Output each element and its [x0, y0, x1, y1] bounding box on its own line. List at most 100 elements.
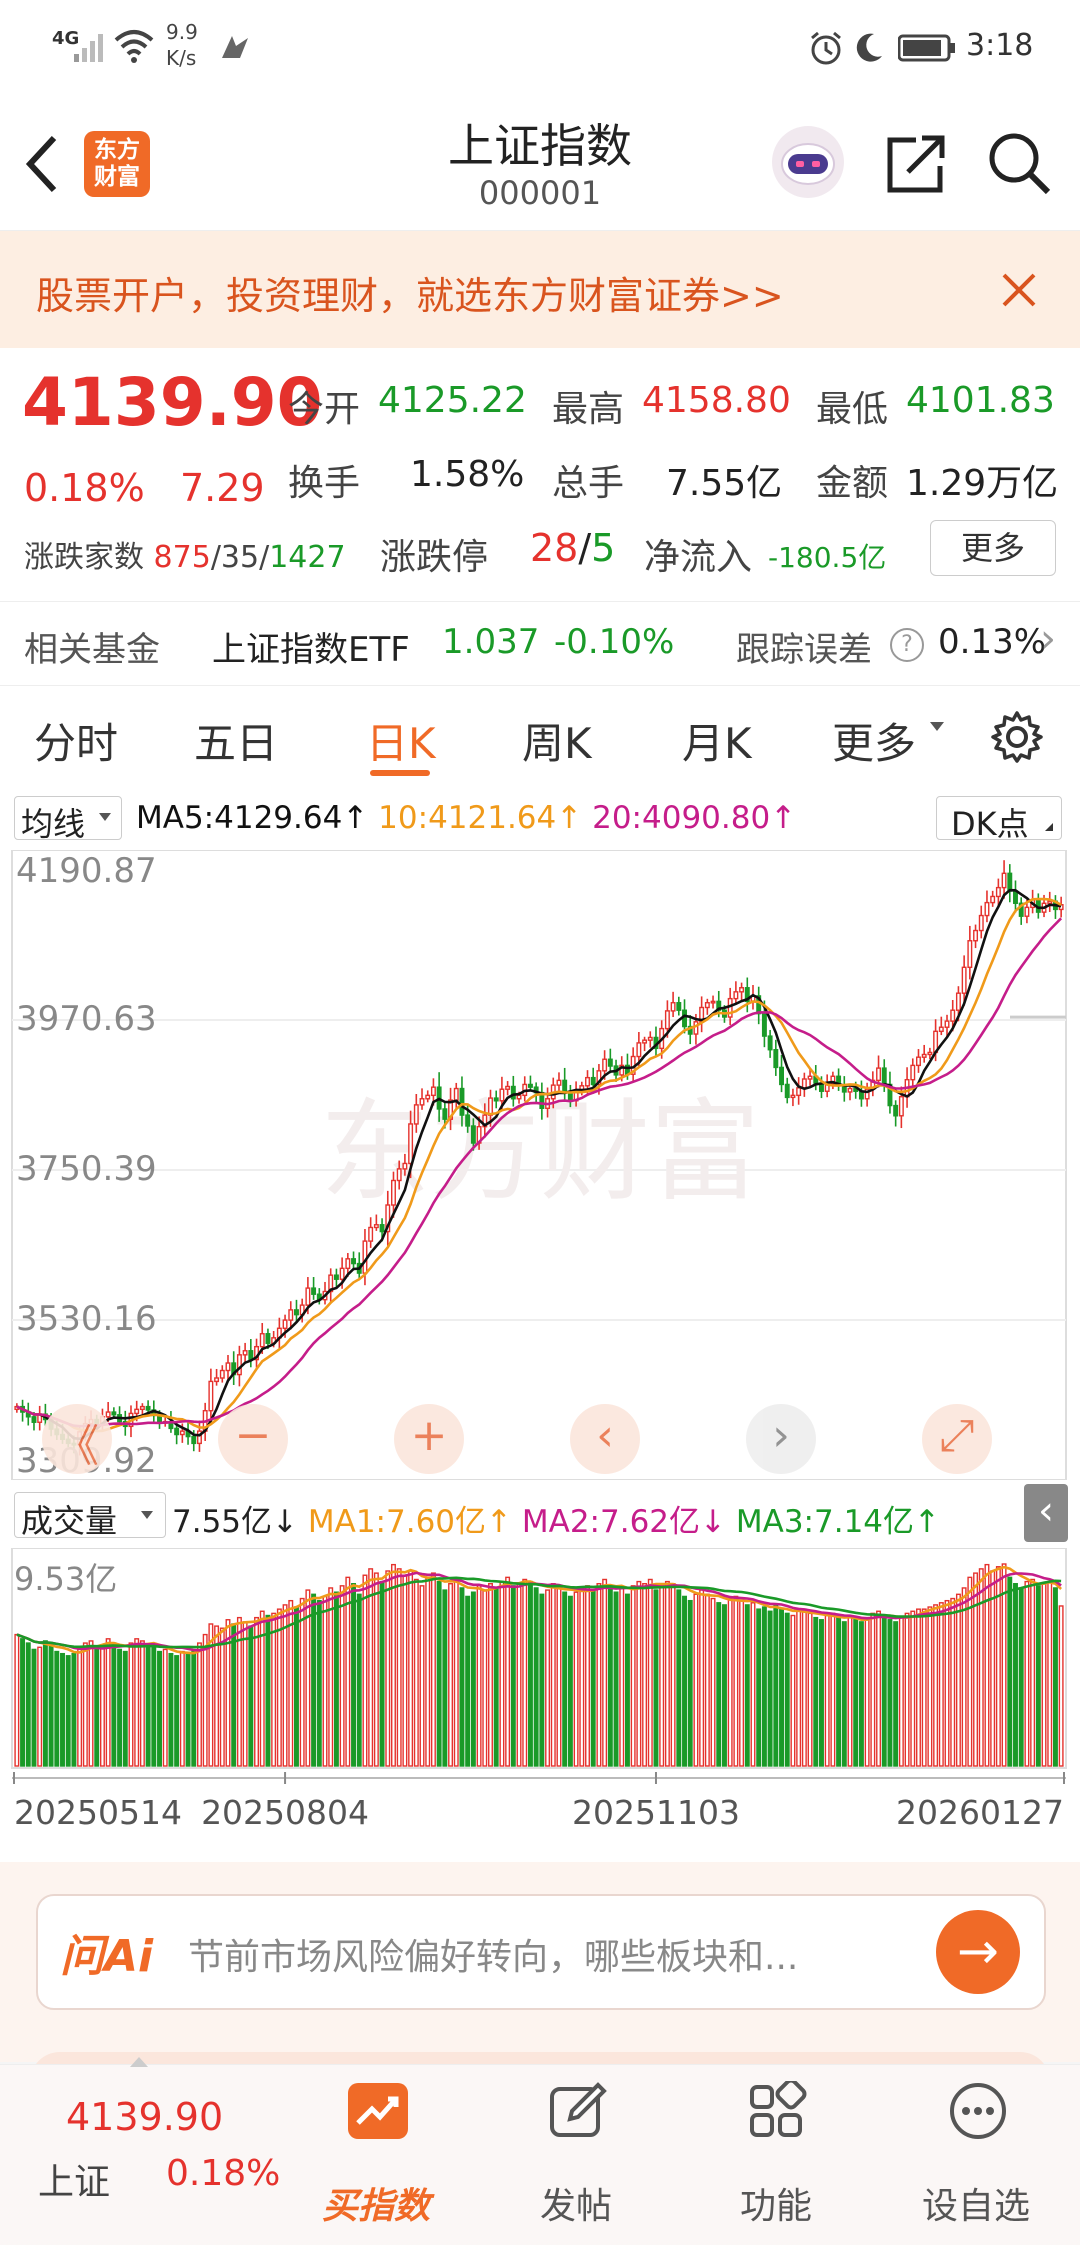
candle-up [796, 1087, 802, 1097]
volume-bar-down [881, 1614, 887, 1767]
volume-bar-up [373, 1572, 379, 1767]
candle-down [761, 1012, 767, 1037]
volume-bar-up [499, 1580, 505, 1767]
tab-daily-k[interactable]: 日K [366, 719, 436, 768]
tab-weekly-k[interactable]: 周K [522, 719, 592, 768]
volume-bar-up [585, 1585, 590, 1767]
volume-bar-up [973, 1572, 979, 1767]
ai-input-box[interactable]: 问Ai 节前市场风险偏好转向，哪些板块和... → [36, 1894, 1046, 2010]
step-right-button[interactable]: › [746, 1404, 816, 1474]
candle-down [607, 1058, 613, 1067]
candle-up [1024, 906, 1030, 917]
ai-send-button[interactable]: → [936, 1910, 1020, 1994]
candle-down [562, 1079, 568, 1093]
open-label: 今开 [288, 389, 361, 430]
indicator-select[interactable]: 成交量 [14, 1492, 166, 1540]
tab-monthly-k[interactable]: 月K [682, 719, 752, 768]
collapse-panel-button[interactable]: ‹ [1024, 1484, 1068, 1542]
stock-code: 000001 [478, 174, 602, 212]
candle-up [259, 1333, 265, 1348]
candle-down [470, 1125, 476, 1144]
nav-add-watchlist[interactable]: 设自选 [886, 2065, 1066, 2245]
ma-select-label: 均线 [21, 805, 86, 843]
candle-up [425, 1094, 431, 1100]
app-logo[interactable]: 东方财富 [84, 131, 150, 197]
candle-up [305, 1287, 311, 1306]
volume-bar-down [311, 1593, 317, 1767]
dk-point-button[interactable]: DK点 [936, 796, 1062, 843]
tab-intraday[interactable]: 分时 [34, 719, 119, 768]
volume-bar-down [122, 1650, 128, 1767]
ma20-arrow: ↑ [770, 800, 797, 836]
settings-gear-icon[interactable] [990, 710, 1044, 764]
step-left-button[interactable]: ‹ [570, 1404, 640, 1474]
dropdown-arrow-icon [141, 1511, 153, 1519]
nav-index-name[interactable]: 上证 [38, 2162, 111, 2203]
volume-bar-up [516, 1583, 522, 1767]
turnover-value: 1.58% [410, 454, 525, 495]
candle-up [801, 1078, 807, 1089]
volume-chart[interactable]: 9.53亿 [0, 1548, 1080, 1778]
ma-select[interactable]: 均线 [14, 796, 122, 843]
volume-bar-down [853, 1619, 859, 1767]
volume-bar-up [134, 1638, 140, 1767]
share-icon[interactable] [884, 132, 948, 196]
candle-up [921, 1053, 927, 1058]
volume-bar-up [99, 1644, 105, 1767]
signal-icon [74, 34, 103, 62]
scroll-left-button[interactable]: 《 [42, 1404, 112, 1474]
volume-bar-up [196, 1642, 202, 1767]
nav-index-price[interactable]: 4139.90 [66, 2095, 224, 2139]
candle-down [333, 1274, 339, 1280]
bottom-nav: 4139.90 上证 0.18% 买指数 发帖 功能 设自选 [0, 2057, 1080, 2245]
nav-buy-index[interactable]: 买指数 [286, 2065, 466, 2245]
ai-robot-icon[interactable] [770, 124, 846, 200]
volume-bar-down [1035, 1585, 1041, 1767]
volume-bar-up [105, 1638, 111, 1767]
volume-bar-up [995, 1566, 1001, 1767]
zoom-out-button[interactable]: − [218, 1404, 288, 1474]
related-fund-row[interactable]: 相关基金 上证指数ETF 1.037 -0.10% 跟踪误差 ? 0.13% › [0, 601, 1080, 685]
candle-up [408, 1123, 414, 1165]
volume-bar-up [1058, 1605, 1064, 1767]
more-button[interactable]: 更多 [930, 520, 1056, 576]
high-label: 最高 [552, 389, 625, 430]
volume-bar-up [596, 1583, 602, 1767]
candle-down [773, 1049, 779, 1069]
candle-up [391, 1179, 396, 1206]
candle-up [288, 1309, 294, 1321]
tab-more[interactable]: 更多 [832, 719, 917, 768]
breadth-row: 涨跌家数 875/35/1427 [24, 540, 346, 575]
volume-bar-up [522, 1578, 528, 1767]
help-icon[interactable]: ? [890, 628, 924, 662]
candle-down [145, 1405, 151, 1411]
back-icon[interactable] [22, 134, 62, 194]
volume-bar-down [111, 1642, 117, 1767]
close-icon[interactable] [1000, 271, 1038, 309]
expand-up-icon[interactable] [130, 2057, 148, 2067]
nav-functions[interactable]: 功能 [686, 2065, 866, 2245]
fullscreen-button[interactable]: ⤢ [922, 1404, 992, 1474]
candle-up [419, 1098, 425, 1106]
search-icon[interactable] [986, 130, 1054, 198]
volume-bar-up [739, 1599, 745, 1767]
volume-bar-up [904, 1612, 910, 1767]
candle-up [739, 987, 745, 993]
tab-five-day[interactable]: 五日 [194, 719, 279, 768]
candle-up [847, 1087, 853, 1093]
kline-chart-area: 均线 MA5:4129.64↑ 10:4121.64↑ 20:4090.80↑ … [0, 786, 1080, 1862]
vol-ma1-line [16, 1565, 1062, 1655]
volume-bar-up [704, 1593, 710, 1767]
zoom-in-button[interactable]: + [394, 1404, 464, 1474]
candle-up [368, 1226, 374, 1242]
chevron-right-icon[interactable]: › [1040, 616, 1056, 662]
volume-bar-up [430, 1572, 436, 1767]
nav-post[interactable]: 发帖 [486, 2065, 666, 2245]
nav-buy-label: 买指数 [321, 2186, 430, 2227]
promo-banner[interactable]: 股票开户，投资理财，就选东方财富证券>> [0, 231, 1080, 348]
candle-up [927, 1051, 933, 1056]
nav-index-pct[interactable]: 0.18% [166, 2153, 281, 2194]
active-tab-indicator [370, 770, 430, 776]
volume-bar-down [567, 1595, 573, 1767]
